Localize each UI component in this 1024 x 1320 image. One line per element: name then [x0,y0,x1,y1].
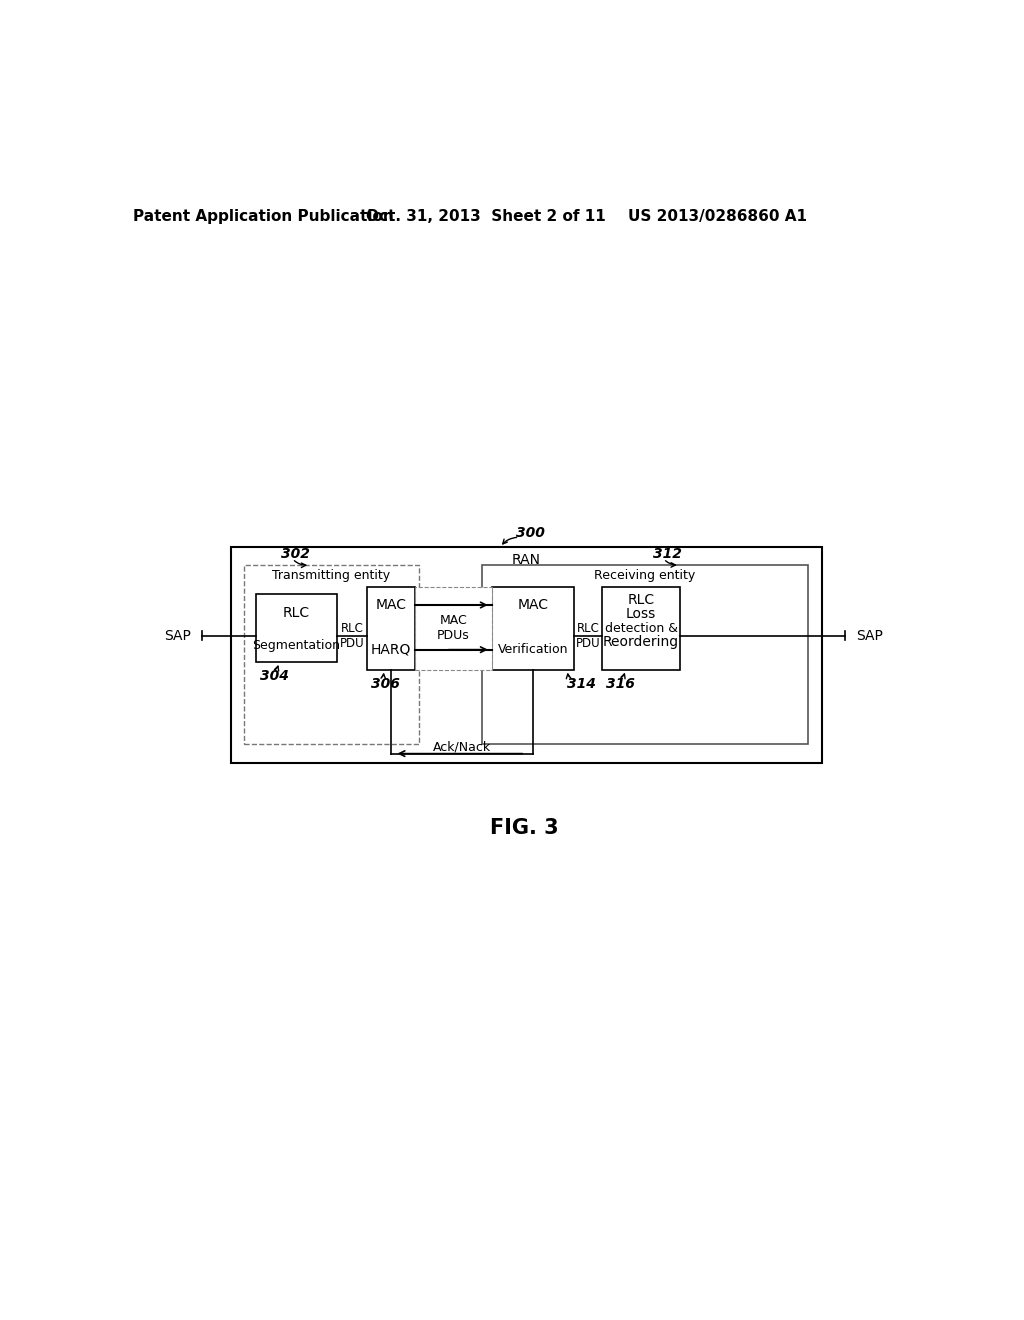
Text: 314: 314 [567,677,596,690]
Bar [231,548,821,763]
Bar [367,586,415,669]
Text: 300: 300 [515,525,545,540]
Text: 312: 312 [652,548,682,561]
Bar [245,565,419,743]
Text: 316: 316 [606,677,635,690]
Text: detection &: detection & [604,622,678,635]
Bar [256,594,337,663]
Text: 302: 302 [282,548,310,561]
Bar [482,565,808,743]
Bar [493,586,573,669]
Text: FIG. 3: FIG. 3 [490,818,559,838]
Text: RLC: RLC [283,606,310,619]
Text: HARQ: HARQ [371,643,411,656]
Bar [602,586,680,669]
Text: 306: 306 [371,677,399,690]
Text: RLC: RLC [628,594,654,607]
Text: Receiving entity: Receiving entity [594,569,695,582]
Text: MAC: MAC [375,598,407,612]
Text: 304: 304 [260,669,289,682]
Text: Ack/Nack: Ack/Nack [433,741,490,754]
Text: Patent Application Publication: Patent Application Publication [133,209,394,223]
Text: SAP: SAP [856,628,883,643]
Text: RAN: RAN [512,553,541,568]
Text: US 2013/0286860 A1: US 2013/0286860 A1 [628,209,807,223]
Text: Oct. 31, 2013  Sheet 2 of 11: Oct. 31, 2013 Sheet 2 of 11 [367,209,606,223]
Text: Reordering: Reordering [603,635,679,649]
Text: MAC: MAC [517,598,549,612]
Text: RLC
PDU: RLC PDU [575,622,600,649]
Text: Transmitting entity: Transmitting entity [272,569,390,582]
Text: Loss: Loss [626,607,656,622]
Text: Segmentation: Segmentation [253,639,341,652]
Text: RLC
PDU: RLC PDU [340,622,365,649]
Bar [415,586,493,669]
Text: Verification: Verification [498,643,568,656]
Text: MAC
PDUs: MAC PDUs [437,614,470,642]
Text: SAP: SAP [164,628,190,643]
